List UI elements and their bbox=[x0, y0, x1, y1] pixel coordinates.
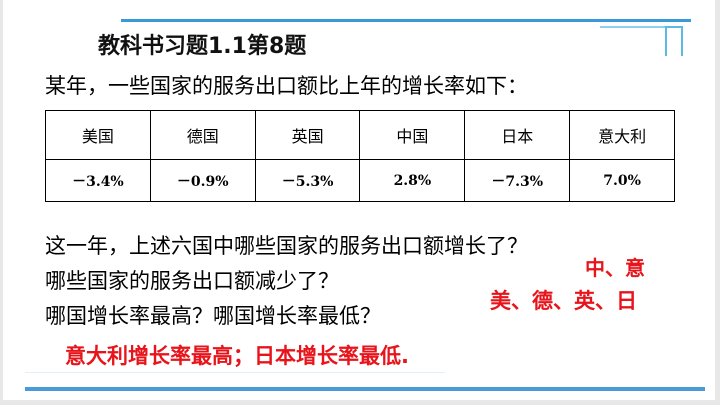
question-1: 这一年，上述六国中哪些国家的服务出口额增长了？ bbox=[45, 234, 528, 258]
question-3: 哪国增长率最高？哪国增长率最低？ bbox=[45, 304, 381, 328]
header-cell: 英国 bbox=[254, 109, 361, 161]
value-cell: 7.0% bbox=[569, 159, 675, 202]
value-cell: －3.4% bbox=[45, 159, 151, 202]
decorative-top-line bbox=[121, 19, 691, 22]
decorative-line bbox=[600, 26, 670, 28]
header-cell: 德国 bbox=[149, 109, 256, 161]
value-cell: 2.8% bbox=[359, 159, 466, 202]
decorative-bottom-line bbox=[25, 387, 705, 391]
decorative-bracket bbox=[665, 26, 683, 56]
header-cell: 意大利 bbox=[569, 109, 675, 161]
growth-table: 美国 德国 英国 中国 日本 意大利 －3.4% －0.9% －5.3% 2.8… bbox=[45, 109, 675, 202]
answer-decreased: 美、德、英、日 bbox=[490, 289, 637, 313]
intro-text: 某年，一些国家的服务出口额比上年的增长率如下： bbox=[45, 74, 528, 98]
value-cell: －7.3% bbox=[464, 159, 571, 202]
question-2: 哪些国家的服务出口额减少了？ bbox=[45, 269, 339, 293]
slide: 教科书习题1.1第8题 某年，一些国家的服务出口额比上年的增长率如下： 美国 德… bbox=[3, 0, 715, 400]
slide-title: 教科书习题1.1第8题 bbox=[98, 34, 307, 59]
table-header-row: 美国 德国 英国 中国 日本 意大利 bbox=[45, 109, 675, 161]
header-cell: 美国 bbox=[45, 109, 151, 161]
header-cell: 日本 bbox=[464, 109, 571, 161]
header-cell: 中国 bbox=[359, 109, 466, 161]
value-cell: －5.3% bbox=[254, 159, 361, 202]
skyline-decoration bbox=[25, 372, 445, 385]
table-row: －3.4% －0.9% －5.3% 2.8% －7.3% 7.0% bbox=[45, 159, 675, 202]
value-cell: －0.9% bbox=[149, 159, 256, 202]
answer-extremes: 意大利增长率最高；日本增长率最低. bbox=[65, 344, 409, 368]
answer-increased: 中、意 bbox=[585, 256, 645, 280]
